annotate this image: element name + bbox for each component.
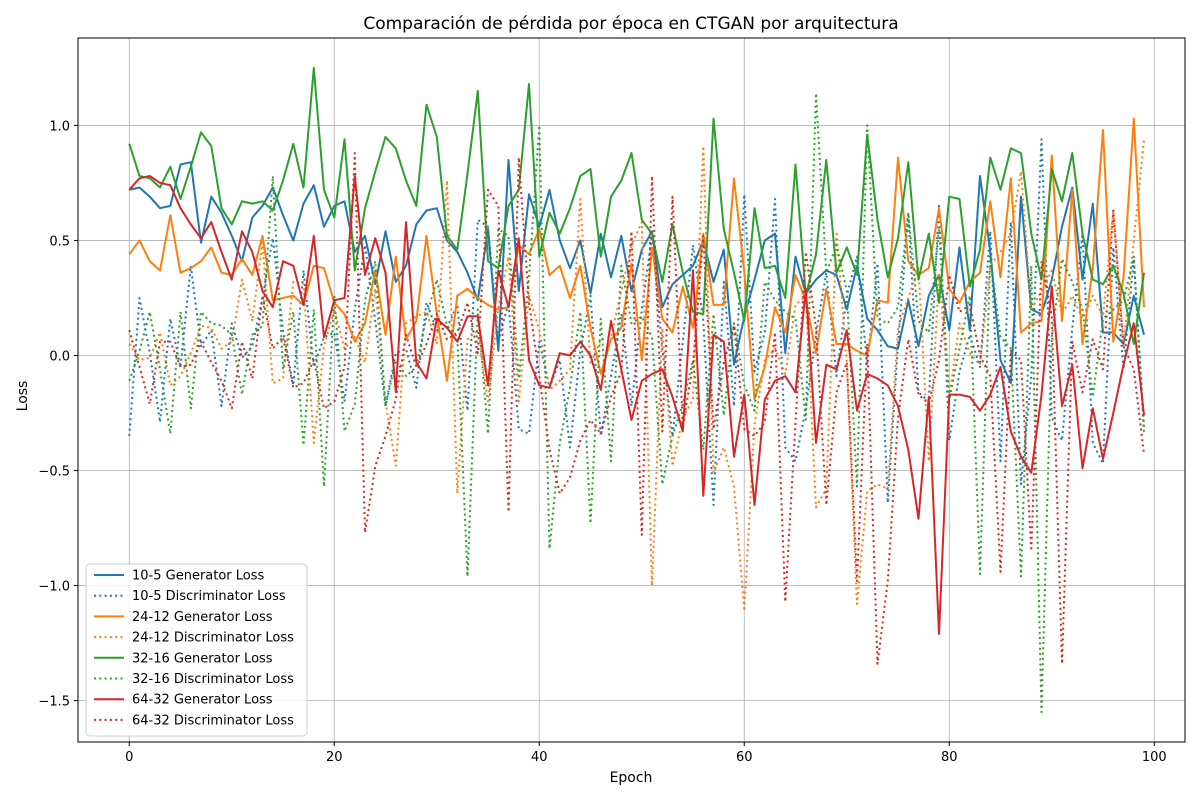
legend-label: 10-5 Discriminator Loss — [132, 589, 286, 604]
series-line — [128, 117, 1145, 401]
y-tick-label: 0.5 — [49, 234, 70, 249]
legend-label: 32-16 Generator Loss — [132, 651, 273, 666]
x-axis-label: Epoch — [610, 770, 653, 786]
series-line — [128, 92, 1145, 714]
x-tick-label: 40 — [531, 750, 548, 765]
series-line — [128, 152, 1145, 665]
legend-label: 64-32 Discriminator Loss — [132, 713, 294, 728]
series-line — [128, 66, 1145, 345]
legend-label: 24-12 Generator Loss — [132, 610, 273, 625]
y-tick-label: −1.0 — [38, 580, 70, 595]
legend-label: 32-16 Discriminator Loss — [132, 672, 294, 687]
y-tick-label: −1.5 — [38, 695, 70, 710]
legend-label: 10-5 Generator Loss — [132, 569, 265, 584]
plot-frame — [77, 37, 1186, 743]
legend-label: 64-32 Generator Loss — [132, 693, 273, 708]
y-axis-label: Loss — [15, 381, 31, 412]
y-axis: −1.5 −1.0 −0.5 0.0 0.5 1.0 — [38, 119, 78, 710]
legend-box — [85, 563, 308, 737]
chart-title: Comparación de pérdida por época en CTGA… — [363, 14, 898, 34]
x-tick-label: 100 — [1142, 750, 1167, 765]
legend: 10-5 Generator Loss 10-5 Discriminator Lo… — [85, 563, 308, 737]
legend-label: 24-12 Discriminator Loss — [132, 631, 294, 646]
y-tick-label: 0.0 — [49, 349, 70, 364]
series-line — [128, 138, 1145, 506]
x-tick-label: 20 — [326, 750, 343, 765]
y-tick-label: −0.5 — [38, 465, 70, 480]
x-tick-label: 0 — [125, 750, 133, 765]
series-lines — [128, 66, 1145, 714]
series-line — [129, 158, 1145, 385]
x-tick-label: 60 — [736, 750, 753, 765]
x-tick-label: 80 — [941, 750, 958, 765]
x-axis: 0 20 40 60 80 100 — [125, 742, 1167, 765]
y-tick-label: 1.0 — [49, 119, 70, 134]
series-line — [128, 175, 1145, 635]
